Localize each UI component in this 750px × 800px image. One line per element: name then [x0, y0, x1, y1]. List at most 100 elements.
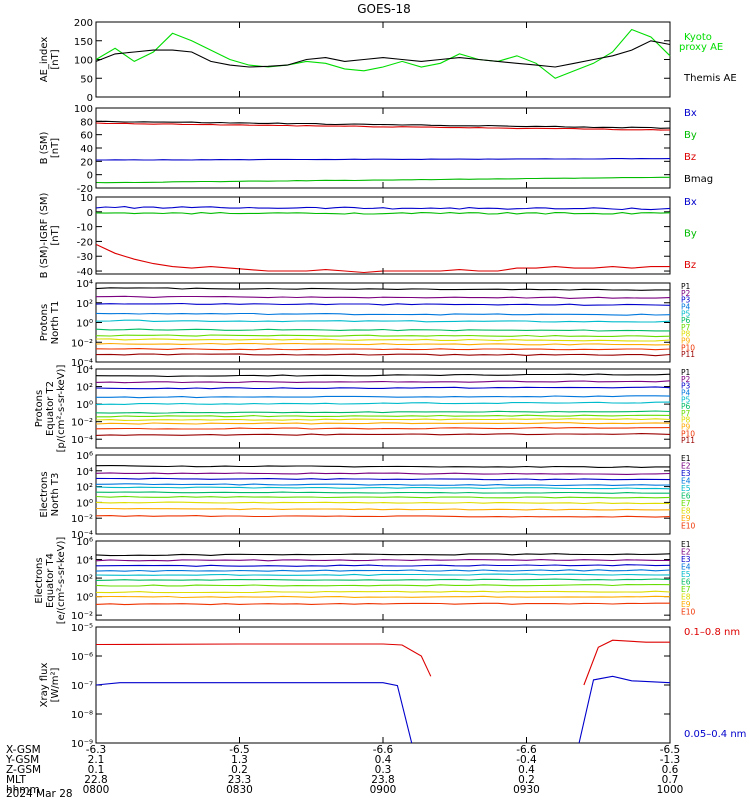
series-line — [96, 507, 671, 511]
legend-entry: E9 — [681, 600, 691, 609]
series-line — [95, 353, 671, 357]
y-tick-label: 80 — [80, 117, 93, 128]
x-table-row-label: X-GSM — [6, 744, 41, 756]
panel-7: 10⁻² 10⁰ 10² 10⁴ 10⁶ Electrons Equator T4 [e/(c… — [34, 537, 696, 625]
legend-entry: Bz — [684, 260, 696, 271]
series-line — [95, 287, 670, 291]
legend-entry: E7 — [681, 499, 691, 508]
legend-entry: P1 — [681, 368, 691, 377]
legend-entry: P11 — [681, 436, 695, 445]
series-line — [95, 427, 671, 430]
series-line — [95, 295, 671, 299]
y-tick-label: 10⁻⁶ — [71, 652, 93, 663]
y-tick-label: 100 — [74, 104, 93, 115]
y-tick-label: -20 — [77, 184, 93, 195]
y-axis-label: Equator T4 — [45, 553, 56, 608]
legend-entry: By — [684, 130, 697, 141]
x-table-cell: 0.3 — [375, 764, 392, 776]
y-tick-label: 10⁻⁷ — [71, 681, 93, 692]
series-line — [95, 302, 671, 306]
series-line — [95, 418, 671, 421]
series-line — [578, 675, 671, 744]
x-table-cell: -1.3 — [660, 754, 681, 766]
legend-entry: E6 — [681, 578, 691, 587]
y-axis-label: B (SM)-IGRF (SM) — [39, 193, 50, 279]
legend-entry: P3 — [681, 296, 691, 305]
y-tick-label: 10⁻⁴ — [71, 530, 93, 541]
legend-entry: By — [684, 229, 697, 240]
panel-8: 10⁻⁹ 10⁻⁸ 10⁻⁷ 10⁻⁶ 10⁻⁵ Xray flux [W/m²] 0.1–0… — [39, 623, 746, 750]
x-table-cell: 0.2 — [231, 764, 248, 776]
series-line — [95, 319, 671, 323]
y-tick-label: 0 — [87, 208, 93, 219]
y-tick-label: 100 — [74, 56, 93, 67]
x-table-cell: -6.5 — [229, 744, 250, 756]
y-axis-label: [nT] — [50, 138, 61, 158]
x-table-cell: 0.6 — [662, 764, 679, 776]
legend-entry: P4 — [681, 302, 691, 311]
legend-entry: P7 — [681, 323, 691, 332]
date-label: 2024 Mar 28 — [6, 788, 73, 800]
series-line — [96, 414, 671, 418]
series-line — [96, 158, 671, 161]
y-tick-label: 10⁻⁴ — [71, 358, 93, 369]
series-line — [95, 569, 671, 572]
y-tick-label: 10⁻² — [71, 514, 93, 525]
series-line — [95, 682, 413, 744]
series-line — [95, 328, 670, 332]
y-axis-label: North T1 — [50, 301, 61, 345]
legend-entry: E2 — [681, 548, 691, 557]
y-tick-label: 150 — [74, 37, 93, 48]
series-line — [95, 386, 671, 390]
x-table-cell: 0.4 — [518, 764, 535, 776]
y-tick-label: 10⁰ — [76, 593, 93, 604]
legend-entry: P6 — [681, 316, 691, 325]
y-tick-label: 50 — [80, 74, 93, 85]
y-tick-label: 10⁰ — [76, 498, 93, 509]
legend-entry: E5 — [681, 570, 691, 579]
legend-entry: P4 — [681, 388, 691, 397]
legend-entry: proxy AE — [679, 42, 723, 53]
panel-frame — [95, 107, 671, 189]
y-axis-label: [nT] — [50, 225, 61, 245]
legend-entry: P2 — [681, 375, 691, 384]
legend-entry: E5 — [681, 484, 691, 493]
series-line — [95, 553, 671, 557]
series-line — [95, 342, 671, 346]
series-line — [95, 312, 671, 316]
x-table-cell: 22.8 — [84, 774, 107, 786]
legend-entry: P10 — [681, 343, 695, 352]
series-line — [95, 40, 671, 68]
series-line — [95, 28, 671, 79]
x-table-cell: 0.1 — [88, 764, 105, 776]
y-tick-label: 200 — [74, 18, 93, 29]
series-line — [95, 501, 671, 505]
series-line — [95, 176, 670, 184]
series-line — [95, 483, 671, 487]
panel-frame — [95, 282, 671, 363]
y-tick-label: 10⁻⁸ — [71, 710, 93, 721]
y-tick-label: 10⁻² — [71, 338, 93, 349]
y-tick-label: 10⁴ — [76, 365, 93, 376]
series-line — [95, 422, 671, 425]
legend-entry: E3 — [681, 469, 691, 478]
y-axis-label: AE_index — [39, 37, 50, 83]
x-table-cell: -6.6 — [516, 744, 537, 756]
legend-entry: Kyoto — [684, 32, 712, 43]
y-tick-label: 10⁴ — [76, 556, 93, 567]
legend-entry: P8 — [681, 330, 691, 339]
series-line — [95, 465, 670, 468]
y-tick-label: 10⁻² — [71, 611, 93, 622]
y-tick-label: 10² — [76, 483, 93, 494]
series-line — [95, 472, 671, 475]
legend-entry: E1 — [681, 540, 691, 549]
y-tick-label: 10² — [76, 299, 93, 310]
series-line — [95, 573, 671, 576]
x-table-cell: 23.3 — [228, 774, 251, 786]
series-line — [95, 486, 671, 490]
legend-entry: E8 — [681, 593, 691, 602]
legend-entry: P6 — [681, 402, 691, 411]
